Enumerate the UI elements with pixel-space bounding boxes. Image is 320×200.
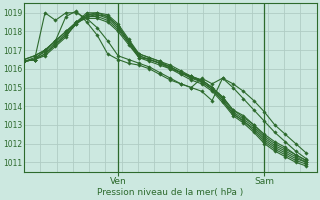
X-axis label: Pression niveau de la mer( hPa ): Pression niveau de la mer( hPa ) — [97, 188, 244, 197]
